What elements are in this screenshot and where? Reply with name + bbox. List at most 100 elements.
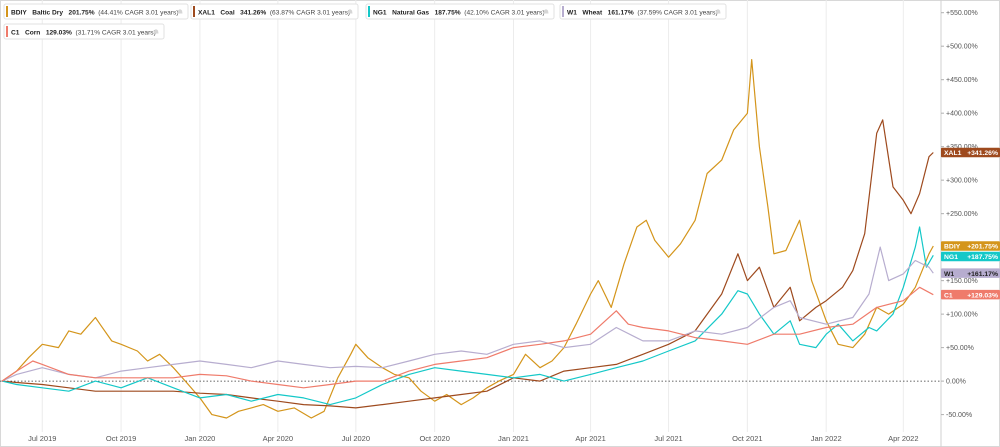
end-tag-value: +161.17% <box>967 271 998 278</box>
y-tick-label: +100.00% <box>946 312 978 319</box>
series-layer <box>1 59 934 419</box>
end-tag-background <box>941 147 1000 158</box>
y-tick-label: +150.00% <box>946 278 978 285</box>
legend-color-swatch <box>562 6 564 17</box>
legend-chip[interactable] <box>559 3 727 20</box>
end-tag-ticker: C1 <box>944 292 953 299</box>
legend-change: 201.75% <box>69 9 99 16</box>
legend-text: XAL1 Coal 341.26% (63.87% CAGR 3.01 year… <box>198 9 350 16</box>
alert-icon[interactable] <box>715 9 721 14</box>
end-tag-bdiy: BDIY +201.75% <box>941 241 1000 251</box>
x-axis: Jul 2019 Oct 2019 Jan 2020 Apr 2020 Jul 2020… <box>28 434 918 443</box>
legend-ticker: XAL1 <box>198 9 220 16</box>
end-tag-ticker: W1 <box>944 271 954 278</box>
legend-name: Corn <box>25 29 46 36</box>
alert-icon[interactable] <box>347 9 353 14</box>
alert-icon[interactable] <box>153 29 159 34</box>
legend-color-swatch <box>6 26 8 37</box>
legend-color-swatch <box>193 6 195 17</box>
end-tag-ticker: NG1 <box>944 254 958 261</box>
series-line-c1[interactable] <box>1 286 934 389</box>
x-tick-label: Oct 2021 <box>732 434 762 443</box>
legend-ticker: BDIY <box>11 9 32 16</box>
legend-ticker: W1 <box>567 9 582 16</box>
x-tick-label: Jan 2021 <box>498 434 529 443</box>
end-tag-value: +201.75% <box>967 244 998 251</box>
legend-name: Coal <box>220 9 240 16</box>
legend-text: C1 Corn 129.03% (31.71% CAGR 3.01 years) <box>11 29 156 36</box>
end-tag-w1: W1 +161.17% <box>941 268 1000 278</box>
legend-cagr: (63.87% CAGR 3.01 years) <box>270 9 350 16</box>
legend: BDIY Baltic Dry 201.75% (44.41% CAGR 3.0… <box>3 3 727 40</box>
end-tag-ng1: NG1 +187.75% <box>941 251 1000 262</box>
x-tick-label: Oct 2019 <box>106 434 136 443</box>
y-tick-label: +50.00% <box>946 345 974 352</box>
legend-change: 187.75% <box>435 9 465 16</box>
end-tag-background <box>941 289 1000 300</box>
legend-change: 161.17% <box>608 9 638 16</box>
alert-icon[interactable] <box>177 9 183 14</box>
end-tag-ticker: BDIY <box>944 244 961 251</box>
legend-cagr: (42.10% CAGR 3.01 years) <box>464 9 544 16</box>
x-tick-label: Oct 2020 <box>419 434 449 443</box>
grid-layer <box>0 0 941 432</box>
legend-chip[interactable] <box>3 3 189 20</box>
alert-icon[interactable] <box>543 9 549 14</box>
legend-ticker: C1 <box>11 29 25 36</box>
y-tick-label: 0.00% <box>946 379 966 386</box>
legend-text: NG1 Natural Gas 187.75% (42.10% CAGR 3.0… <box>373 9 545 16</box>
x-tick-label: Jan 2022 <box>811 434 842 443</box>
legend-color-swatch <box>6 6 8 17</box>
legend-chip[interactable] <box>190 3 359 20</box>
y-tick-label: +550.00% <box>946 10 978 17</box>
legend-item-xal1[interactable]: XAL1 Coal 341.26% (63.87% CAGR 3.01 year… <box>190 3 359 20</box>
end-tag-xal1: XAL1 +341.26% <box>941 147 1000 158</box>
x-tick-label: Jul 2020 <box>342 434 370 443</box>
x-tick-label: Apr 2020 <box>263 434 293 443</box>
legend-change: 129.03% <box>46 29 76 36</box>
y-tick-label: +400.00% <box>946 111 978 118</box>
legend-cagr: (31.71% CAGR 3.01 years) <box>76 29 156 36</box>
end-tag-ticker: XAL1 <box>944 150 962 157</box>
end-tag-value: +129.03% <box>967 292 998 299</box>
y-tick-label: +350.00% <box>946 144 978 151</box>
legend-ticker: NG1 <box>373 9 392 16</box>
x-tick-label: Jan 2020 <box>184 434 215 443</box>
legend-text: BDIY Baltic Dry 201.75% (44.41% CAGR 3.0… <box>11 9 179 16</box>
series-line-ng1[interactable] <box>1 226 934 406</box>
end-tag-background <box>941 268 1000 278</box>
end-tag-background <box>941 241 1000 251</box>
legend-item-w1[interactable]: W1 Wheat 161.17% (37.59% CAGR 3.01 years… <box>559 3 727 20</box>
legend-name: Wheat <box>582 9 607 16</box>
end-tag-value: +341.26% <box>967 150 998 157</box>
x-tick-label: Jul 2021 <box>654 434 682 443</box>
legend-chip[interactable] <box>365 3 555 20</box>
end-tag-c1: C1 +129.03% <box>941 289 1000 300</box>
y-tick-label: +250.00% <box>946 211 978 218</box>
series-line-bdiy[interactable] <box>1 59 934 419</box>
x-tick-label: Apr 2022 <box>888 434 918 443</box>
end-labels: XAL1 +341.26% BDIY +201.75% NG1 +187.75% W1 +16… <box>941 147 1000 300</box>
y-tick-label: +450.00% <box>946 77 978 84</box>
series-line-w1[interactable] <box>1 246 934 382</box>
legend-item-c1[interactable]: C1 Corn 129.03% (31.71% CAGR 3.01 years) <box>3 23 165 40</box>
legend-change: 341.26% <box>240 9 270 16</box>
y-tick-label: -50.00% <box>946 412 972 419</box>
legend-chip[interactable] <box>3 23 165 40</box>
legend-text: W1 Wheat 161.17% (37.59% CAGR 3.01 years… <box>567 9 718 16</box>
x-tick-label: Jul 2019 <box>28 434 56 443</box>
y-tick-label: +500.00% <box>946 44 978 51</box>
end-tag-background <box>941 251 1000 262</box>
legend-name: Baltic Dry <box>32 9 68 16</box>
legend-item-bdiy[interactable]: BDIY Baltic Dry 201.75% (44.41% CAGR 3.0… <box>3 3 189 20</box>
legend-cagr: (37.59% CAGR 3.01 years) <box>637 9 717 16</box>
end-tag-value: +187.75% <box>967 254 998 261</box>
legend-item-ng1[interactable]: NG1 Natural Gas 187.75% (42.10% CAGR 3.0… <box>365 3 555 20</box>
y-tick-label: +300.00% <box>946 178 978 185</box>
series-line-xal1[interactable] <box>1 119 934 409</box>
legend-name: Natural Gas <box>392 9 435 16</box>
legend-cagr: (44.41% CAGR 3.01 years) <box>98 9 178 16</box>
